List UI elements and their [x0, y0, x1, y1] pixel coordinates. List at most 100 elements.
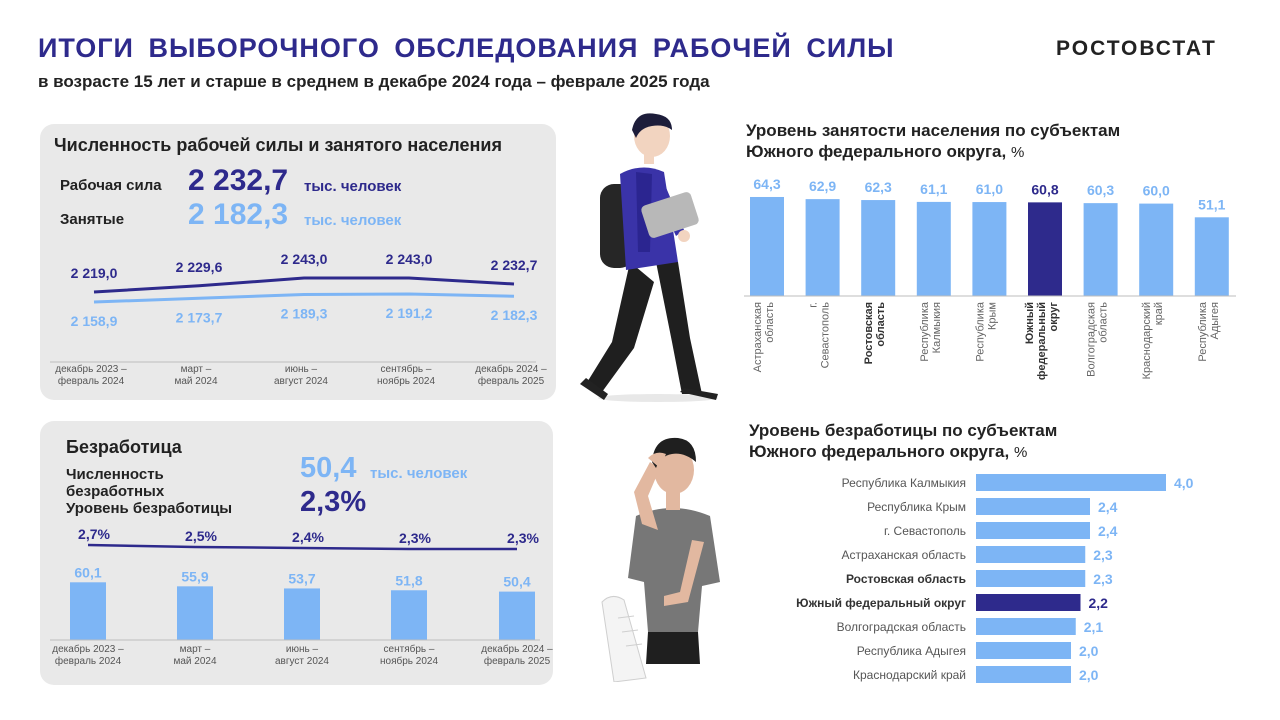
labor-force-label: Рабочая сила	[60, 177, 162, 194]
workforce-x-tick: март – май 2024	[174, 364, 217, 387]
employment-bar	[1139, 203, 1174, 296]
unemployment-region-category: Волгоградская область	[837, 620, 966, 634]
employed-line	[93, 292, 515, 304]
unemployment-title: Безработица	[66, 437, 182, 457]
unemployment-title-text: Уровень безработицы по субъектам Южного …	[749, 421, 1058, 461]
employment-category-label: г.Севастополь	[808, 302, 832, 369]
employment-chart-title: Уровень занятости населения по субъектам…	[746, 120, 1146, 163]
unemployment-region-category: Южный федеральный округ	[796, 596, 966, 610]
employed-point-label: 2 189,3	[281, 305, 328, 321]
labor-force-point-label: 2 243,0	[386, 251, 433, 267]
employed-value: 2 182,3	[188, 198, 289, 231]
unemployed-bar	[70, 582, 106, 640]
employed-unit: тыс. человек	[304, 212, 402, 229]
unemployment-region-category: Краснодарский край	[853, 668, 966, 682]
employment-category-label: Волгоградскаяобласть	[1086, 302, 1110, 377]
unemployment-rate-label: 2,5%	[185, 528, 217, 544]
unemployment-region-value: 2,2	[1089, 595, 1109, 611]
employment-bar-label: 51,1	[1198, 196, 1225, 212]
employment-region-bar-chart: 64,3 Астраханскаяобласть 62,9 г.Севастополь…	[744, 176, 1236, 381]
employment-bar-label: 60,8	[1031, 181, 1058, 197]
unemployed-bar-label: 53,7	[288, 570, 315, 586]
unemployment-region-category: Республика Калмыкия	[842, 476, 966, 490]
unemployed-count-unit: тыс. человек	[370, 465, 468, 482]
employment-category-label: РеспубликаАдыгея	[1197, 301, 1221, 361]
workforce-panel	[40, 124, 556, 400]
employment-bar-label: 62,3	[865, 179, 892, 195]
labor-force-point-label: 2 232,7	[491, 257, 538, 273]
employment-bar-label: 62,9	[809, 178, 836, 194]
employment-bar	[861, 200, 896, 296]
unemployment-region-category: г. Севастополь	[884, 524, 966, 538]
unemployment-region-category: Республика Крым	[867, 500, 966, 514]
unemployed-bar	[177, 586, 213, 640]
unemployed-bar	[499, 591, 535, 640]
unemployment-rate-label: 2,4%	[292, 529, 324, 545]
employment-bar	[1028, 202, 1062, 296]
unemployment-region-bar	[976, 594, 1081, 611]
unemployment-region-bar	[976, 474, 1166, 491]
employment-bar-label: 61,1	[920, 181, 947, 197]
employment-bar-label: 64,3	[753, 176, 780, 192]
unemployment-region-bar	[976, 522, 1090, 539]
unemployment-x-tick: сентябрь – ноябрь 2024	[380, 643, 438, 667]
unemployment-region-bar	[976, 642, 1071, 659]
unemployment-region-bar	[976, 570, 1086, 587]
unemployment-region-value: 4,0	[1174, 475, 1194, 491]
unemployment-region-bar	[976, 498, 1090, 515]
worried-man-illustration	[601, 437, 720, 682]
employment-title-percent: %	[1010, 144, 1025, 161]
unemployment-title-percent: %	[1013, 444, 1028, 461]
unemployed-count-label-1: Численность	[66, 466, 164, 483]
unemployment-combo-chart: 60,1 55,9 53,7 51,8 50,4 2,7% 2,5% 2,4% 2,3% 2,3%…	[50, 526, 553, 667]
employment-category-label: Ростовскаяобласть	[863, 302, 887, 365]
employed-point-label: 2 191,2	[386, 305, 433, 321]
unemployed-bar-label: 60,1	[74, 564, 101, 580]
workforce-x-tick: июнь – август 2024	[274, 364, 328, 387]
unemployment-region-bar	[976, 618, 1076, 635]
unemployment-rate-line	[87, 543, 517, 551]
unemployment-rate-label: 2,7%	[78, 526, 110, 542]
unemployment-region-value: 2,3	[1093, 547, 1113, 563]
unemployed-bar	[284, 588, 320, 640]
employment-bar-label: 60,3	[1087, 182, 1114, 198]
unemployment-x-tick: декабрь 2024 – февраль 2025	[481, 643, 553, 667]
employment-category-label: РеспубликаКалмыкия	[919, 301, 943, 361]
employment-bar-label: 61,0	[976, 181, 1003, 197]
page-title: ИТОГИ ВЫБОРОЧНОГО ОБСЛЕДОВАНИЯ РАБОЧЕЙ С…	[38, 33, 895, 63]
employment-bar	[972, 202, 1007, 296]
unemployment-panel	[40, 421, 553, 685]
walking-man-illustration	[580, 113, 718, 402]
employed-point-label: 2 182,3	[491, 307, 538, 323]
workforce-x-tick: декабрь 2023 – февраль 2024	[55, 363, 127, 387]
employment-bar	[1194, 217, 1229, 296]
employment-category-label: Южныйфедеральныйокруг	[1024, 302, 1060, 381]
employment-bar	[1083, 203, 1118, 296]
unemployed-bar-label: 51,8	[395, 572, 422, 588]
employment-bar	[805, 199, 840, 296]
unemployment-rate-label: 2,3%	[399, 530, 431, 546]
employment-category-label: Краснодарскийкрай	[1141, 302, 1165, 379]
workforce-line-chart: 2 219,0 2 229,6 2 243,0 2 243,0 2 232,7 2 158…	[50, 251, 547, 387]
unemployment-region-value: 2,3	[1093, 571, 1113, 587]
unemployment-region-category: Астраханская область	[842, 548, 966, 562]
unemployment-region-value: 2,0	[1079, 667, 1099, 683]
workforce-x-tick: декабрь 2024 – февраль 2025	[475, 363, 547, 387]
employed-label: Занятые	[60, 211, 125, 228]
employment-bar	[916, 201, 951, 296]
page-subtitle: в возрасте 15 лет и старше в среднем в д…	[38, 72, 710, 91]
employed-point-label: 2 173,7	[176, 309, 223, 325]
unemployment-x-tick: март – май 2024	[173, 644, 216, 667]
unemployment-rate-label: Уровень безработицы	[66, 500, 233, 517]
unemployment-rate-label: 2,3%	[507, 530, 539, 546]
employment-category-label: Астраханскаяобласть	[752, 302, 776, 373]
unemployed-count-value: 50,4	[300, 452, 357, 484]
labor-force-unit: тыс. человек	[304, 178, 402, 195]
unemployment-region-bar	[976, 666, 1071, 683]
unemployment-region-value: 2,4	[1098, 523, 1118, 539]
unemployment-x-tick: декабрь 2023 – февраль 2024	[52, 643, 124, 667]
unemployment-region-bar	[976, 546, 1086, 563]
labor-force-point-label: 2 219,0	[71, 265, 118, 281]
brand-logo: РОСТОВСТАТ	[1056, 37, 1217, 60]
labor-force-point-label: 2 243,0	[281, 251, 328, 267]
